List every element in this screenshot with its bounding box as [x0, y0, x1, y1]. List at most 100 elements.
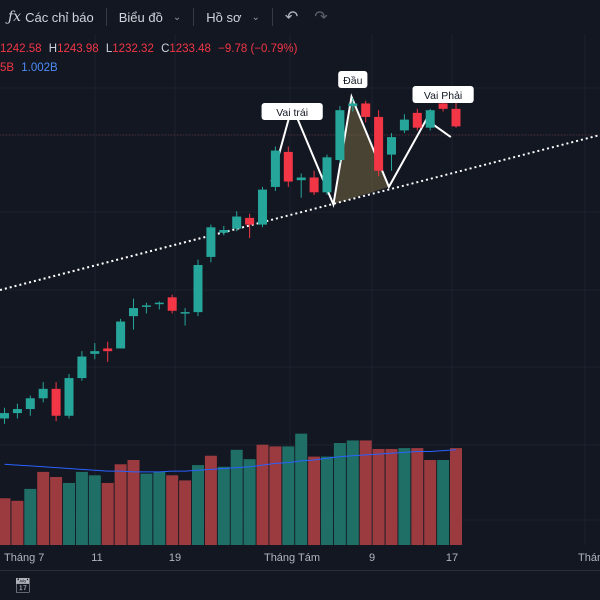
time-axis-label: 17: [446, 552, 458, 564]
toolbar-divider: [105, 8, 107, 26]
candle-body: [103, 348, 113, 352]
candle-body: [322, 157, 332, 193]
candle: [25, 395, 35, 416]
candle-body: [258, 189, 267, 225]
volume-bar: [217, 466, 230, 545]
volume-bar: [359, 440, 372, 545]
chevron-down-icon: ⌄: [251, 11, 260, 23]
pattern-label-text: Đầu: [343, 75, 362, 87]
candle: [425, 108, 435, 131]
volume-bar: [0, 498, 11, 545]
templates-label: Hồ sơ: [206, 9, 242, 25]
candle-body: [438, 103, 448, 109]
indicators-button[interactable]: ƒx Các chỉ báo: [0, 0, 102, 34]
candle: [296, 173, 306, 198]
candle-body: [348, 103, 358, 107]
candle-body: [309, 177, 319, 193]
volume-bar: [11, 500, 24, 545]
candle: [245, 213, 255, 239]
time-axis-label: Tháng: [578, 552, 600, 564]
candle-body: [51, 388, 61, 416]
candle-body: [141, 305, 151, 307]
volume-bar: [140, 473, 153, 545]
candle: [141, 302, 151, 314]
candle-body: [387, 137, 396, 155]
volume-bar: [166, 475, 179, 545]
volume-prefix: 5B: [0, 62, 15, 74]
redo-button[interactable]: ↷: [306, 0, 335, 34]
toolbar-divider: [193, 8, 195, 26]
volume-bar: [256, 444, 269, 545]
candle-body: [219, 230, 229, 233]
candle: [270, 146, 280, 191]
neckline-trendline: [0, 134, 600, 291]
pattern-label-box: [261, 103, 323, 120]
volume-bar: [308, 456, 321, 545]
ohlc-legend: 1242.58 H1243.98 L1232.32 C1233.48 −9.78…: [0, 43, 301, 55]
low-label: L: [105, 43, 113, 55]
pattern-label-text: Vai Phải: [424, 90, 462, 102]
candle-body: [374, 116, 384, 171]
time-axis-label: 19: [169, 552, 181, 564]
volume-bar: [88, 475, 101, 545]
candle-body: [412, 112, 422, 128]
templates-button[interactable]: Hồ sơ ⌄: [198, 0, 268, 34]
bottom-bar: 📅︎: [0, 570, 600, 600]
pattern-label: Vai Phải: [412, 86, 474, 103]
candle: [219, 225, 229, 236]
volume-bar: [269, 446, 282, 545]
candle-body: [451, 108, 461, 127]
candle: [374, 110, 384, 177]
chart-type-label: Biểu đồ: [118, 9, 163, 25]
volume-bar: [346, 440, 359, 545]
pattern-label-text: Vai trái: [276, 107, 308, 119]
candle-body: [270, 150, 280, 187]
volume-bar: [204, 455, 217, 545]
volume-bar: [153, 471, 166, 545]
candle-body: [193, 265, 203, 313]
candle-body: [361, 103, 371, 117]
undo-icon: ↶: [284, 9, 299, 26]
time-axis-label: Tháng 7: [4, 552, 44, 564]
volume-bar: [179, 480, 192, 545]
candle: [103, 341, 113, 362]
time-axis-label: 9: [369, 552, 375, 564]
open-value: 1242.58: [0, 43, 42, 55]
volume-bar: [101, 482, 114, 545]
volume-bar: [24, 488, 37, 545]
candle-body: [64, 378, 74, 416]
pattern-label-box: [338, 71, 368, 88]
volume-ma-line: [4, 449, 457, 473]
volume-bar: [75, 471, 88, 545]
volume-bar: [295, 433, 308, 545]
calendar-goto-icon[interactable]: 📅︎: [14, 577, 32, 593]
time-axis: Tháng 7 11 19 Tháng Tám 9 17 Tháng: [4, 552, 600, 564]
candle: [64, 374, 74, 419]
undo-button[interactable]: ↶: [277, 0, 306, 34]
candle-body: [245, 217, 255, 225]
candle-body: [425, 110, 435, 128]
candle: [38, 382, 48, 403]
candle-body: [12, 409, 22, 414]
volume-bar: [282, 446, 295, 545]
candle-body: [335, 110, 345, 160]
candle: [180, 308, 190, 326]
candle-body: [129, 308, 138, 317]
change-value: −9.78 (−0.79%): [218, 43, 298, 55]
time-axis-label: Tháng Tám: [264, 552, 320, 564]
volume-value: 1.002B: [21, 62, 58, 74]
pattern-label: Vai trái: [261, 103, 323, 120]
head-and-shoulders-pattern: [0, 93, 600, 291]
high-value: 1243.98: [57, 43, 99, 55]
candle-body: [296, 177, 306, 181]
candle: [77, 351, 87, 381]
chart-type-button[interactable]: Biểu đồ ⌄: [111, 0, 189, 34]
candle: [322, 154, 332, 195]
candle: [451, 100, 461, 128]
volume-bar: [333, 443, 346, 545]
volume-histogram: [0, 433, 462, 545]
volume-legend: 5B 1.002B: [0, 62, 62, 74]
candle: [167, 294, 177, 314]
candle-body: [77, 356, 87, 379]
